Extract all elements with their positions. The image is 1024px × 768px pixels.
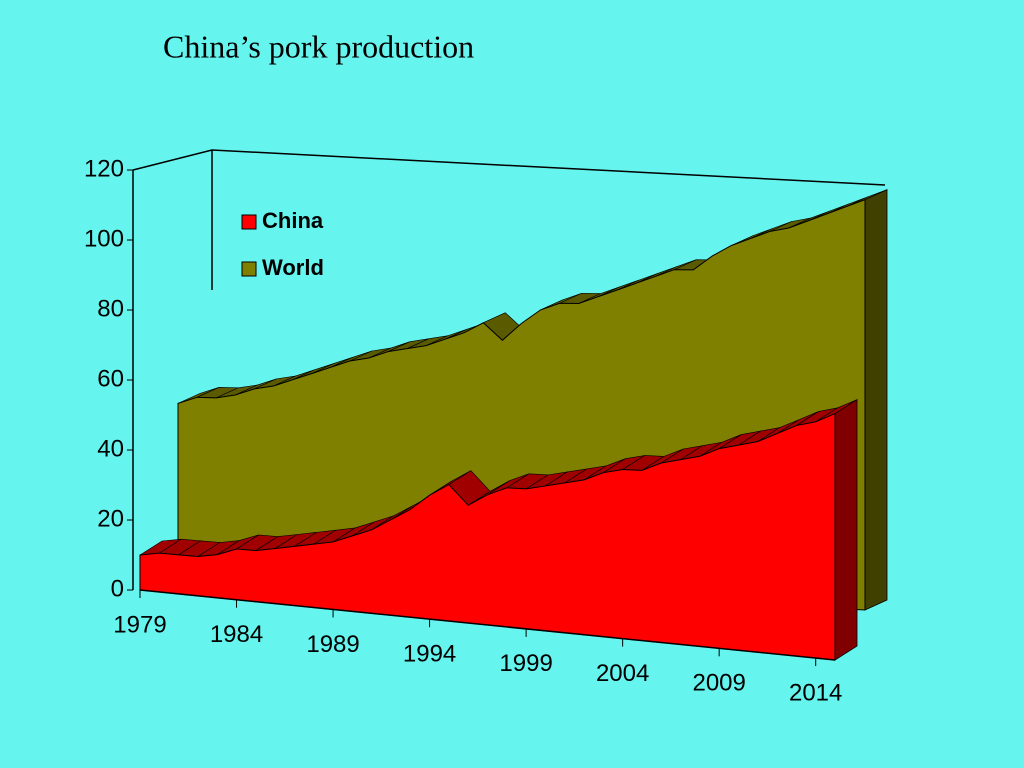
x-tick-label: 2009 — [692, 670, 745, 697]
x-tick-label: 1984 — [210, 621, 263, 648]
end-face — [864, 188, 888, 611]
end-face — [834, 398, 858, 661]
y-tick-label: 80 — [97, 295, 124, 322]
y-tick-label: 100 — [84, 225, 124, 252]
x-tick-label: 1989 — [306, 631, 359, 658]
x-tick-label: 2014 — [789, 679, 842, 706]
y-tick-label: 0 — [111, 575, 124, 602]
x-tick-label: 2004 — [596, 660, 649, 687]
y-tick-label: 60 — [97, 365, 124, 392]
chart-title: China’s pork production — [163, 28, 474, 64]
area — [139, 412, 836, 661]
legend-swatch — [241, 214, 257, 230]
legend-label: World — [262, 255, 324, 280]
x-tick-label: 1994 — [403, 641, 456, 668]
x-tick-label: 1999 — [499, 650, 552, 677]
y-tick-label: 20 — [97, 505, 124, 532]
y-tick-label: 120 — [84, 155, 124, 182]
y-tick-label: 40 — [97, 435, 124, 462]
legend-swatch — [241, 261, 257, 277]
x-tick-label: 1979 — [113, 611, 166, 638]
legend-label: China — [262, 208, 324, 233]
